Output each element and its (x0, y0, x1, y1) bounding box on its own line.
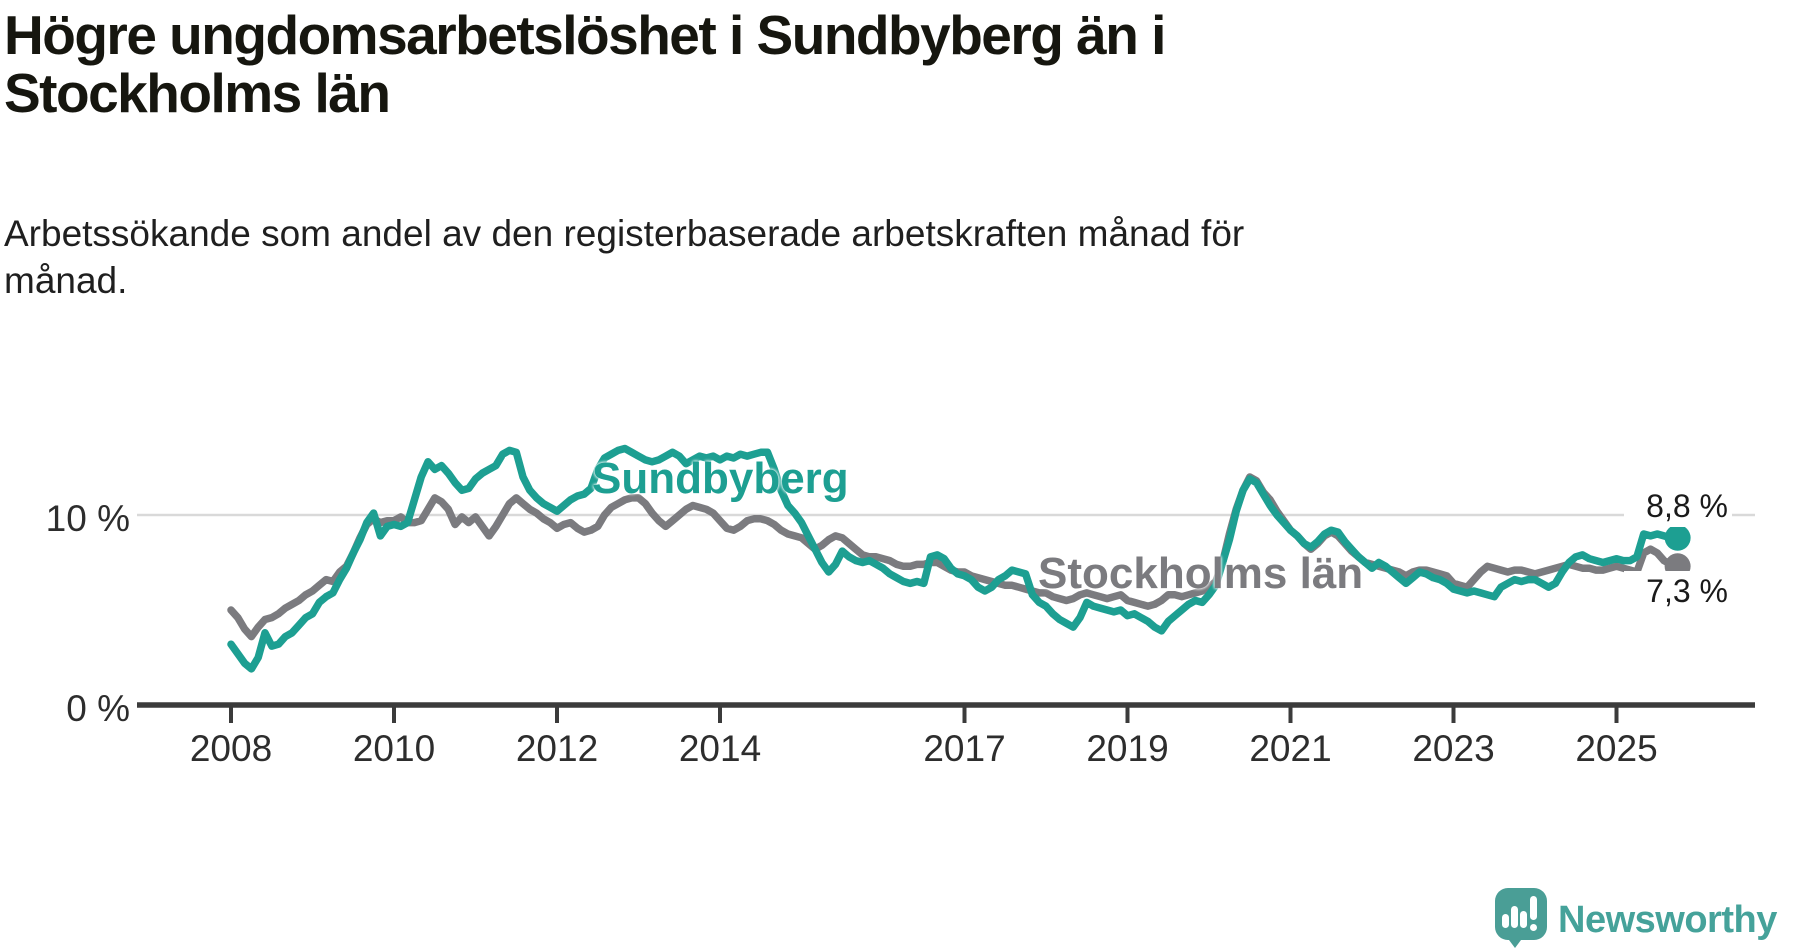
x-axis-label-2014: 2014 (678, 728, 762, 769)
series-line-sundbyberg (227, 444, 1682, 673)
x-axis-label-2010: 2010 (352, 728, 436, 769)
x-axis-label-2019: 2019 (1086, 728, 1169, 769)
x-axis-label-2021: 2021 (1249, 728, 1332, 769)
x-axis-label-2008: 2008 (189, 728, 273, 769)
series-label-sundbyberg: Sundbyberg (592, 454, 849, 503)
page-title-line-2: Stockholms län (4, 62, 391, 124)
x-axis-label-2012: 2012 (515, 728, 599, 769)
value-label-sundbyberg: 8,8 % (1624, 486, 1732, 527)
series-label-stockholms-lan: Stockholms län (1038, 549, 1364, 598)
x-axis-label-2017: 2017 (923, 728, 1006, 769)
value-label-stockholms-lan: 7,3 % (1624, 571, 1732, 612)
chart-subtitle-line-2: månad. (4, 260, 128, 301)
page-title-line-1: Högre ungdomsarbetslöshet i Sundbyberg ä… (4, 4, 1166, 66)
newsworthy-logo-icon (1495, 888, 1547, 948)
chart-subtitle: Arbetssökande som andel av den registerb… (4, 210, 1504, 304)
series-line-stockholms-lan (227, 473, 1682, 641)
x-axis-label-2025: 2025 (1575, 728, 1658, 769)
end-dot-sundbyberg (1664, 524, 1691, 551)
chart-subtitle-line-1: Arbetssökande som andel av den registerb… (4, 213, 1245, 254)
y-axis-label-10: 10 % (45, 498, 130, 539)
y-axis-label-0: 0 % (66, 688, 130, 729)
newsworthy-wordmark: Newsworthy (1558, 899, 1777, 941)
x-axis-label-2023: 2023 (1412, 728, 1495, 769)
page-title: Högre ungdomsarbetslöshet i Sundbyberg ä… (4, 6, 1504, 122)
